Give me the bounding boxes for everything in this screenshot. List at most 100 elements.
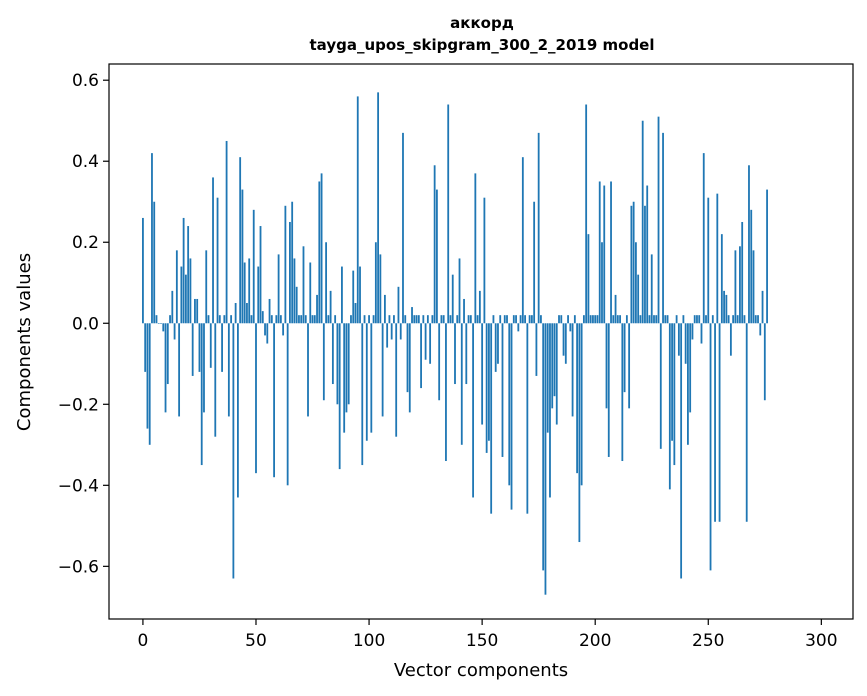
x-tick-label: 150 bbox=[466, 631, 498, 651]
bar-105 bbox=[379, 254, 382, 324]
bar-154 bbox=[490, 323, 493, 514]
bar-78 bbox=[318, 181, 321, 324]
bar-157 bbox=[497, 323, 499, 364]
bar-107 bbox=[383, 294, 386, 324]
bar-3 bbox=[148, 323, 151, 445]
bar-203 bbox=[601, 242, 603, 324]
bar-249 bbox=[705, 315, 707, 324]
bar-250 bbox=[707, 197, 710, 324]
bar-54 bbox=[264, 323, 266, 336]
bar-194 bbox=[580, 323, 583, 486]
x-tick-label: 100 bbox=[353, 631, 385, 651]
plot-frame bbox=[108, 63, 854, 620]
bar-187 bbox=[564, 323, 567, 364]
bar-254 bbox=[716, 193, 719, 324]
bar-31 bbox=[212, 177, 214, 324]
bar-4 bbox=[151, 153, 153, 324]
bar-127 bbox=[429, 323, 432, 364]
bar-15 bbox=[175, 250, 178, 324]
bar-142 bbox=[463, 298, 465, 324]
bar-271 bbox=[754, 315, 757, 324]
bar-160 bbox=[503, 315, 506, 324]
bar-155 bbox=[492, 315, 495, 324]
bar-149 bbox=[478, 290, 481, 324]
y-tick-label: 0.2 bbox=[72, 233, 99, 253]
bar-193 bbox=[578, 323, 581, 543]
bar-256 bbox=[720, 234, 723, 324]
bar-221 bbox=[641, 120, 644, 324]
bar-180 bbox=[549, 323, 551, 498]
bar-266 bbox=[743, 315, 746, 324]
bar-177 bbox=[542, 323, 545, 571]
bar-272 bbox=[757, 315, 759, 324]
bar-126 bbox=[426, 315, 429, 324]
bar-55 bbox=[266, 323, 269, 344]
bar-153 bbox=[488, 323, 490, 441]
bar-251 bbox=[709, 323, 712, 571]
bar-121 bbox=[415, 315, 418, 324]
bar-202 bbox=[598, 181, 601, 324]
bar-119 bbox=[411, 307, 413, 324]
bar-53 bbox=[261, 311, 264, 324]
bar-239 bbox=[682, 315, 685, 324]
bar-100 bbox=[368, 315, 370, 324]
bar-74 bbox=[309, 262, 312, 324]
x-tick-label: 50 bbox=[245, 631, 267, 651]
bar-276 bbox=[766, 189, 768, 324]
bar-52 bbox=[259, 226, 262, 324]
bar-200 bbox=[594, 315, 597, 324]
bar-104 bbox=[377, 92, 380, 324]
bar-197 bbox=[587, 234, 590, 324]
bar-96 bbox=[359, 266, 361, 324]
bar-172 bbox=[530, 315, 533, 324]
x-tick-label: 0 bbox=[138, 631, 149, 651]
bar-18 bbox=[182, 217, 185, 324]
bar-130 bbox=[436, 189, 438, 324]
bar-148 bbox=[476, 315, 479, 324]
bar-84 bbox=[331, 323, 334, 385]
bar-253 bbox=[714, 323, 716, 522]
bar-211 bbox=[619, 315, 621, 324]
bar-14 bbox=[173, 323, 176, 340]
bar-227 bbox=[655, 315, 658, 324]
bar-88 bbox=[341, 266, 343, 324]
bar-255 bbox=[718, 323, 721, 522]
bar-224 bbox=[648, 315, 651, 324]
bar-268 bbox=[748, 165, 750, 324]
bar-131 bbox=[438, 323, 441, 401]
bar-61 bbox=[279, 315, 282, 324]
bar-170 bbox=[526, 323, 529, 514]
bar-230 bbox=[662, 132, 664, 324]
bar-263 bbox=[736, 315, 739, 324]
bar-37 bbox=[225, 140, 228, 324]
bar-64 bbox=[286, 323, 289, 486]
bar-94 bbox=[354, 303, 357, 324]
bar-69 bbox=[298, 315, 300, 324]
bar-229 bbox=[659, 323, 662, 449]
y-tick-label: −0.4 bbox=[58, 476, 99, 496]
bar-25 bbox=[198, 323, 201, 372]
bar-205 bbox=[605, 323, 608, 409]
bar-114 bbox=[399, 323, 402, 340]
bar-141 bbox=[460, 323, 463, 445]
bar-136 bbox=[449, 315, 452, 324]
bar-2 bbox=[146, 323, 149, 429]
bar-32 bbox=[214, 323, 217, 437]
bar-235 bbox=[673, 323, 676, 466]
bar-24 bbox=[196, 298, 199, 324]
bar-207 bbox=[610, 181, 612, 324]
bar-237 bbox=[677, 323, 680, 356]
bar-103 bbox=[374, 242, 377, 324]
bar-152 bbox=[485, 323, 488, 453]
bar-73 bbox=[307, 323, 309, 417]
bar-21 bbox=[189, 258, 192, 324]
bar-109 bbox=[388, 315, 391, 324]
y-tick-label: 0.4 bbox=[72, 152, 99, 172]
bar-191 bbox=[573, 315, 576, 324]
bar-185 bbox=[560, 315, 563, 324]
bar-204 bbox=[603, 185, 606, 324]
bar-248 bbox=[702, 153, 705, 324]
y-tick-label: −0.6 bbox=[58, 557, 99, 577]
bar-125 bbox=[424, 323, 427, 360]
